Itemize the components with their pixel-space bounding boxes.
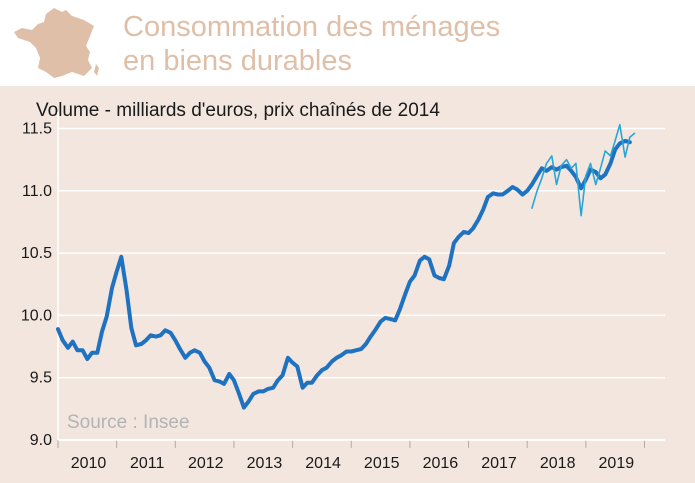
x-tick-label: 2018 <box>540 455 576 472</box>
chart-subtitle: Volume - milliards d'euros, prix chaînés… <box>36 100 440 121</box>
y-tick-label: 11.5 <box>22 120 52 137</box>
title-line-1: Consommation des ménages <box>123 11 501 43</box>
x-tick-label: 2016 <box>423 455 459 472</box>
y-tick-label: 9.5 <box>30 370 52 387</box>
y-tick-label: 10.0 <box>21 307 52 324</box>
chart-title: Consommation des ménages en biens durabl… <box>123 10 500 78</box>
y-tick-label: 10.5 <box>21 245 52 262</box>
y-axis: 9.0 9.5 10.0 10.5 11.0 11.5 <box>21 120 52 449</box>
x-tick-label: 2019 <box>599 455 635 472</box>
y-tick-label: 9.0 <box>30 432 52 449</box>
x-axis: 2010 2011 2012 2013 2014 2015 2016 2017 2018 2019 <box>57 439 665 472</box>
x-tick-label: 2012 <box>188 455 224 472</box>
title-line-2: en biens durables <box>123 45 352 77</box>
gridlines <box>57 112 665 441</box>
header: Consommation des ménages en biens durabl… <box>0 0 695 86</box>
x-tick-label: 2010 <box>71 455 107 472</box>
x-tick-label: 2015 <box>364 455 400 472</box>
chart-panel <box>0 86 695 483</box>
x-tick-label: 2017 <box>481 455 517 472</box>
x-tick-label: 2013 <box>247 455 283 472</box>
france-map-icon <box>14 8 99 78</box>
series-lines <box>56 123 636 410</box>
x-tick-label: 2011 <box>130 455 165 472</box>
series-line-monthly <box>531 123 636 217</box>
source-note: Source : Insee <box>67 412 190 433</box>
x-tick-label: 2014 <box>305 455 341 472</box>
y-tick-label: 11.0 <box>22 183 52 200</box>
series-line-main <box>56 138 632 410</box>
